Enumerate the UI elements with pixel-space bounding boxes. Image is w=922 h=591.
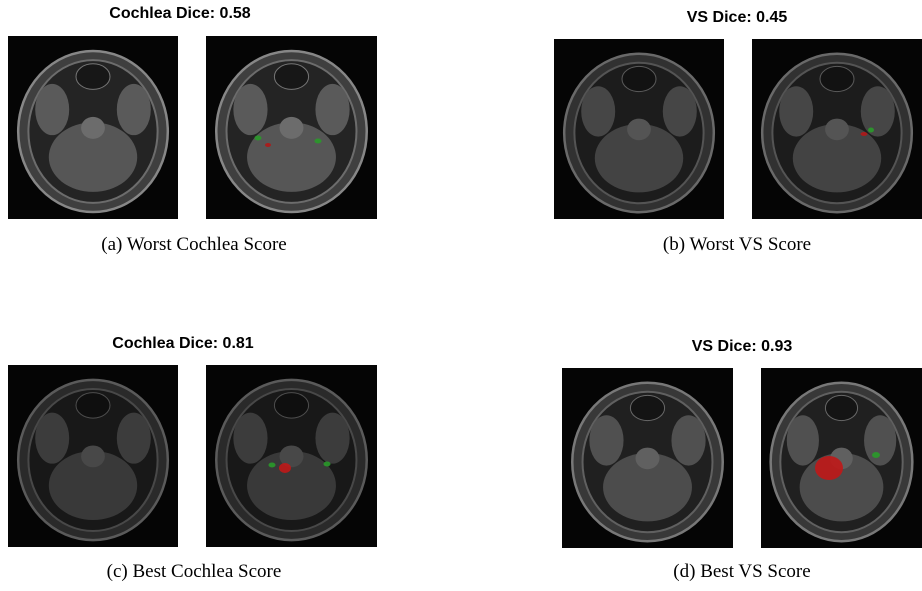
- segmentation-overlay: [861, 132, 868, 136]
- brainstem: [81, 117, 105, 139]
- mri-image: [8, 36, 178, 219]
- sinus: [76, 64, 110, 90]
- mri-image: [562, 368, 733, 548]
- sinus: [820, 66, 854, 91]
- temporal-right: [117, 84, 151, 135]
- mri-image: [8, 365, 178, 547]
- temporal-right: [117, 413, 151, 464]
- segmentation-overlay: [872, 452, 880, 458]
- brainstem: [81, 445, 105, 467]
- temporal-right: [315, 84, 349, 135]
- temporal-right: [663, 86, 697, 136]
- sinus: [76, 393, 110, 418]
- mri-image: [554, 39, 724, 219]
- temporal-left: [787, 415, 819, 465]
- figure: Cochlea Dice: 0.58 (a) Worst Cochlea Scor…: [0, 0, 922, 591]
- brainstem: [280, 117, 304, 139]
- mri-image: [206, 36, 377, 219]
- segmentation-overlay: [315, 139, 322, 144]
- panel-title: Cochlea Dice: 0.58: [109, 5, 251, 22]
- temporal-left: [589, 415, 623, 465]
- segmentation-overlay: [324, 462, 331, 467]
- brainstem: [636, 448, 660, 470]
- segmentation-overlay: [868, 128, 874, 133]
- panel-caption: (b) Worst VS Score: [663, 234, 811, 255]
- mri-image: [206, 365, 377, 547]
- sinus: [622, 66, 656, 91]
- temporal-right: [861, 86, 895, 136]
- brainstem: [627, 119, 651, 141]
- segmentation-overlay: [279, 463, 291, 473]
- temporal-left: [779, 86, 813, 136]
- temporal-right: [864, 415, 896, 465]
- panel-caption: (d) Best VS Score: [673, 561, 810, 582]
- mri-image: [752, 39, 922, 219]
- mri-image: [761, 368, 922, 548]
- sinus: [825, 395, 857, 420]
- temporal-left: [35, 413, 69, 464]
- temporal-right: [671, 415, 705, 465]
- panel-caption: (a) Worst Cochlea Score: [101, 234, 286, 255]
- segmentation-overlay: [815, 456, 843, 480]
- temporal-left: [233, 84, 267, 135]
- figure-canvas: Cochlea Dice: 0.58 (a) Worst Cochlea Scor…: [0, 0, 922, 591]
- temporal-left: [581, 86, 615, 136]
- temporal-left: [35, 84, 69, 135]
- segmentation-overlay: [255, 136, 262, 141]
- segmentation-overlay: [265, 143, 271, 147]
- segmentation-overlay: [269, 463, 276, 468]
- sinus: [274, 64, 308, 90]
- sinus: [630, 395, 664, 420]
- panel-caption: (c) Best Cochlea Score: [107, 561, 282, 582]
- panel-title: VS Dice: 0.93: [692, 338, 793, 355]
- temporal-right: [315, 413, 349, 464]
- temporal-left: [233, 413, 267, 464]
- panel-title: VS Dice: 0.45: [687, 9, 788, 26]
- sinus: [274, 393, 308, 418]
- brainstem: [825, 119, 849, 141]
- panel-title: Cochlea Dice: 0.81: [112, 335, 254, 352]
